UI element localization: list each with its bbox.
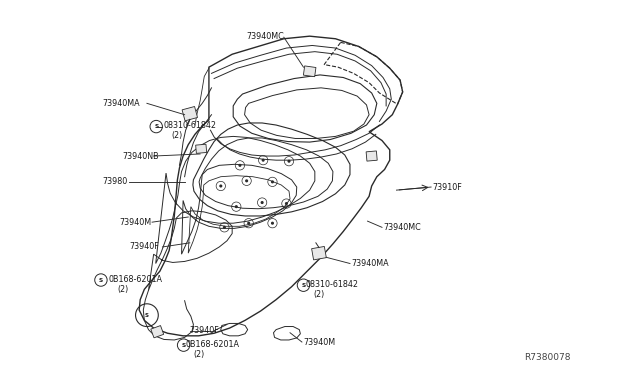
Text: 73980: 73980 <box>102 177 127 186</box>
Text: S: S <box>301 283 305 288</box>
Text: (2): (2) <box>193 350 205 359</box>
Circle shape <box>177 339 190 351</box>
Circle shape <box>235 205 238 208</box>
Text: S: S <box>99 278 103 282</box>
Circle shape <box>287 160 291 163</box>
Circle shape <box>262 158 265 162</box>
Circle shape <box>95 274 107 286</box>
Text: 08310-61842: 08310-61842 <box>163 121 216 129</box>
Polygon shape <box>366 151 377 161</box>
Circle shape <box>271 222 274 225</box>
Polygon shape <box>151 326 164 338</box>
Polygon shape <box>312 246 326 260</box>
Circle shape <box>247 222 250 225</box>
Text: 73940MA: 73940MA <box>102 99 140 108</box>
Circle shape <box>223 226 226 229</box>
Polygon shape <box>303 66 316 77</box>
Polygon shape <box>196 144 207 153</box>
Circle shape <box>297 279 310 291</box>
Text: (2): (2) <box>314 290 325 299</box>
Text: R7380078: R7380078 <box>524 353 571 362</box>
Text: 0B168-6201A: 0B168-6201A <box>108 275 162 283</box>
Text: 73940F: 73940F <box>130 243 159 251</box>
Text: 08310-61842: 08310-61842 <box>305 280 358 289</box>
Text: 73940MA: 73940MA <box>351 259 388 268</box>
Circle shape <box>220 185 222 187</box>
Text: 73940M: 73940M <box>303 337 335 347</box>
Circle shape <box>271 180 274 183</box>
Text: 73940M: 73940M <box>120 218 152 227</box>
Polygon shape <box>182 106 198 121</box>
Text: 73940NB: 73940NB <box>123 151 159 161</box>
Text: S: S <box>154 124 158 129</box>
Text: 73940MC: 73940MC <box>246 32 284 41</box>
Text: (2): (2) <box>172 131 182 140</box>
Text: S: S <box>145 313 149 318</box>
Text: (2): (2) <box>118 285 129 294</box>
Text: S: S <box>182 343 186 347</box>
Text: 73940MC: 73940MC <box>383 223 420 232</box>
Circle shape <box>238 164 241 167</box>
Circle shape <box>260 201 264 204</box>
Text: 0B168-6201A: 0B168-6201A <box>186 340 239 349</box>
Circle shape <box>245 179 248 182</box>
Text: 73910F: 73910F <box>433 183 462 192</box>
Circle shape <box>285 202 288 205</box>
Circle shape <box>150 121 163 133</box>
Text: 73940F: 73940F <box>190 326 220 335</box>
